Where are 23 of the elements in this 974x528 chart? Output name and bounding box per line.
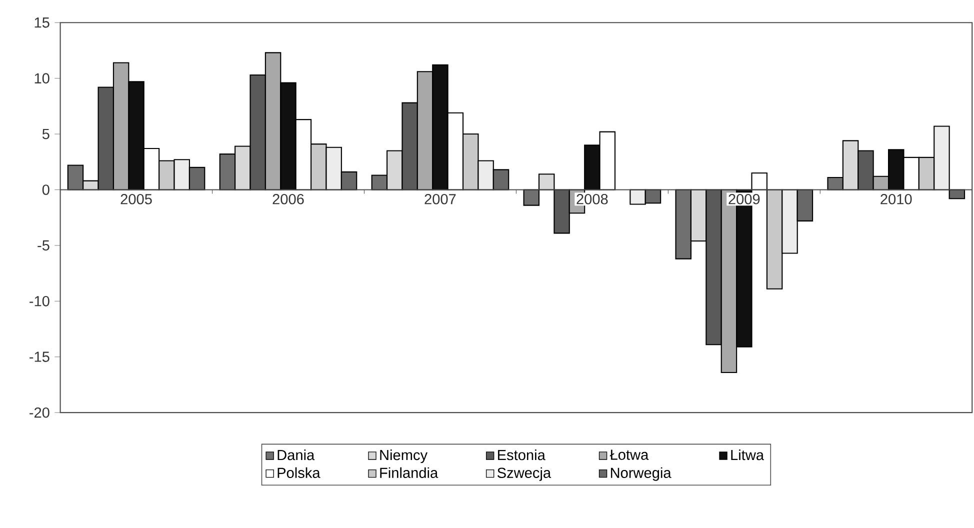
legend-label: Norwegia <box>610 468 672 482</box>
x-tick-label: 2008 <box>576 194 608 205</box>
legend-label: Szwecja <box>497 468 552 482</box>
y-tick-label: 15 <box>34 18 50 28</box>
x-tick-label: 2007 <box>424 194 456 205</box>
legend-label: Łotwa <box>610 450 649 460</box>
x-tick-label: 2010 <box>880 194 912 205</box>
y-tick-label: -20 <box>30 408 50 418</box>
legend-label: Dania <box>278 450 315 460</box>
legend-label: Niemcy <box>380 450 428 464</box>
y-tick-label: -5 <box>38 240 50 251</box>
legend-label: Finlandia <box>380 468 438 478</box>
y-tick-label: 5 <box>42 129 50 140</box>
legend-label: Estonia <box>498 450 546 460</box>
y-tick-label: -10 <box>30 296 50 307</box>
legend-label: Litwa <box>731 450 764 460</box>
x-tick-label: 2006 <box>272 194 304 205</box>
x-tick-label: 2005 <box>120 194 152 205</box>
legend-label: Polska <box>278 468 320 478</box>
y-tick-label: -15 <box>30 352 50 362</box>
y-tick-label: 10 <box>34 73 50 84</box>
y-tick-label: 0 <box>42 184 50 196</box>
x-tick-label: 2009 <box>728 194 760 205</box>
